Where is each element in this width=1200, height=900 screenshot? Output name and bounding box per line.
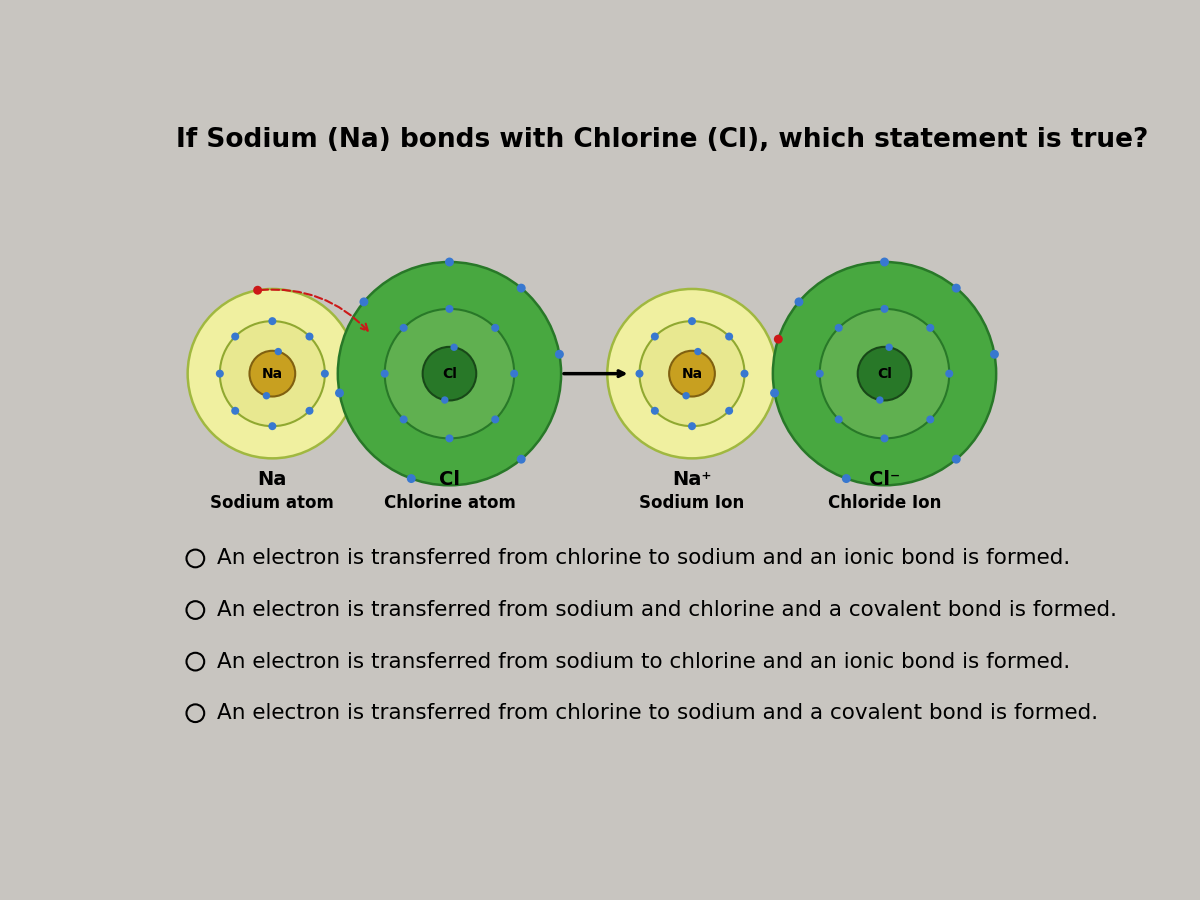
Text: Cl: Cl bbox=[439, 470, 460, 490]
Text: Chloride Ion: Chloride Ion bbox=[828, 494, 941, 512]
Circle shape bbox=[510, 370, 518, 378]
Circle shape bbox=[794, 297, 804, 306]
Circle shape bbox=[876, 396, 883, 404]
Circle shape bbox=[881, 435, 888, 443]
Text: Sodium Ion: Sodium Ion bbox=[640, 494, 745, 512]
Text: Sodium atom: Sodium atom bbox=[210, 494, 335, 512]
Circle shape bbox=[842, 474, 851, 483]
Circle shape bbox=[650, 332, 659, 340]
Text: An electron is transferred from chlorine to sodium and a covalent bond is formed: An electron is transferred from chlorine… bbox=[217, 703, 1098, 724]
Circle shape bbox=[306, 407, 313, 415]
Circle shape bbox=[400, 416, 408, 423]
Circle shape bbox=[445, 435, 454, 443]
Circle shape bbox=[338, 262, 562, 485]
Circle shape bbox=[263, 392, 270, 400]
Circle shape bbox=[335, 389, 344, 398]
Circle shape bbox=[650, 407, 659, 415]
Circle shape bbox=[725, 407, 733, 415]
Circle shape bbox=[880, 257, 889, 266]
Circle shape bbox=[422, 346, 476, 400]
Circle shape bbox=[946, 370, 953, 378]
Circle shape bbox=[491, 416, 499, 423]
Circle shape bbox=[816, 370, 823, 378]
Circle shape bbox=[232, 407, 239, 415]
Circle shape bbox=[275, 348, 282, 356]
Circle shape bbox=[773, 262, 996, 485]
Circle shape bbox=[670, 351, 715, 397]
Circle shape bbox=[990, 350, 998, 359]
Circle shape bbox=[858, 346, 911, 400]
Circle shape bbox=[683, 392, 690, 400]
Circle shape bbox=[360, 297, 368, 306]
Circle shape bbox=[400, 324, 408, 332]
Circle shape bbox=[187, 289, 358, 458]
Text: An electron is transferred from sodium to chlorine and an ionic bond is formed.: An electron is transferred from sodium t… bbox=[217, 652, 1070, 671]
Text: Na: Na bbox=[262, 366, 283, 381]
Circle shape bbox=[640, 321, 744, 427]
Circle shape bbox=[607, 289, 776, 458]
Circle shape bbox=[445, 257, 454, 266]
Circle shape bbox=[820, 309, 949, 438]
Circle shape bbox=[220, 321, 325, 427]
Circle shape bbox=[926, 416, 935, 423]
Circle shape bbox=[380, 370, 389, 378]
Circle shape bbox=[445, 305, 454, 313]
Circle shape bbox=[554, 350, 564, 359]
Circle shape bbox=[216, 370, 224, 378]
Circle shape bbox=[886, 344, 893, 351]
Text: If Sodium (Na) bonds with Chlorine (Cl), which statement is true?: If Sodium (Na) bonds with Chlorine (Cl),… bbox=[176, 127, 1148, 153]
Circle shape bbox=[306, 332, 313, 340]
Circle shape bbox=[232, 332, 239, 340]
Circle shape bbox=[269, 317, 276, 325]
Circle shape bbox=[491, 324, 499, 332]
Circle shape bbox=[952, 454, 961, 464]
Text: Chlorine atom: Chlorine atom bbox=[384, 494, 515, 512]
Circle shape bbox=[740, 370, 749, 378]
Circle shape bbox=[517, 284, 526, 292]
Circle shape bbox=[770, 389, 779, 398]
Circle shape bbox=[450, 344, 457, 351]
Circle shape bbox=[835, 324, 842, 332]
Circle shape bbox=[250, 351, 295, 397]
Circle shape bbox=[725, 332, 733, 340]
Circle shape bbox=[881, 305, 888, 313]
Circle shape bbox=[517, 454, 526, 464]
Text: An electron is transferred from sodium and chlorine and a covalent bond is forme: An electron is transferred from sodium a… bbox=[217, 600, 1117, 620]
Circle shape bbox=[926, 324, 935, 332]
FancyArrowPatch shape bbox=[260, 290, 368, 331]
Text: Na: Na bbox=[682, 366, 702, 381]
Circle shape bbox=[688, 422, 696, 430]
Text: Na⁺: Na⁺ bbox=[672, 470, 712, 490]
Circle shape bbox=[636, 370, 643, 378]
Circle shape bbox=[774, 335, 782, 344]
Circle shape bbox=[320, 370, 329, 378]
Circle shape bbox=[253, 286, 262, 294]
Circle shape bbox=[385, 309, 515, 438]
Circle shape bbox=[269, 422, 276, 430]
Text: Cl⁻: Cl⁻ bbox=[869, 470, 900, 490]
Circle shape bbox=[952, 284, 961, 292]
Circle shape bbox=[442, 396, 449, 404]
Circle shape bbox=[835, 416, 842, 423]
Text: Cl: Cl bbox=[442, 366, 457, 381]
Text: An electron is transferred from chlorine to sodium and an ionic bond is formed.: An electron is transferred from chlorine… bbox=[217, 548, 1070, 569]
Circle shape bbox=[407, 474, 415, 483]
Text: Na: Na bbox=[258, 470, 287, 490]
Circle shape bbox=[695, 348, 702, 356]
Circle shape bbox=[688, 317, 696, 325]
Text: Cl: Cl bbox=[877, 366, 892, 381]
